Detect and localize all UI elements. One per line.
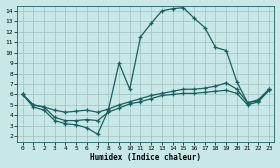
X-axis label: Humidex (Indice chaleur): Humidex (Indice chaleur) [90, 153, 201, 162]
